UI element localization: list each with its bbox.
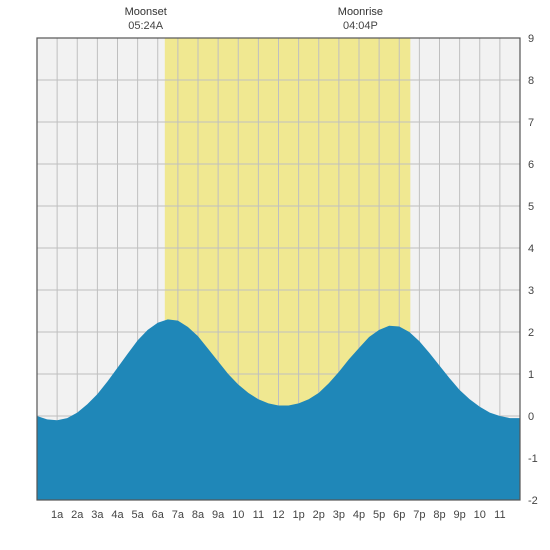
annotation-title: Moonrise: [338, 6, 383, 18]
y-tick-label: 6: [528, 159, 534, 171]
x-tick-label: 11: [253, 509, 264, 521]
y-tick-label: -1: [528, 453, 538, 465]
x-tick-label: 8p: [433, 509, 445, 521]
y-tick-label: 7: [528, 117, 534, 129]
x-tick-label: 5p: [373, 509, 385, 521]
x-tick-label: 10: [474, 509, 486, 521]
x-tick-label: 8a: [192, 509, 205, 521]
x-tick-label: 5a: [132, 509, 145, 521]
x-tick-label: 9a: [212, 509, 225, 521]
x-tick-label: 6p: [393, 509, 405, 521]
x-tick-label: 6a: [152, 509, 165, 521]
tide-chart: -2-101234567891a2a3a4a5a6a7a8a9a1011121p…: [0, 0, 550, 550]
y-tick-label: 0: [528, 411, 534, 423]
annotation-time: 05:24A: [128, 20, 164, 32]
y-tick-label: 1: [528, 369, 534, 381]
y-tick-label: 4: [528, 243, 534, 255]
x-tick-label: 1a: [51, 509, 64, 521]
y-tick-label: 5: [528, 201, 534, 213]
x-tick-label: 2a: [71, 509, 84, 521]
annotation-time: 04:04P: [343, 20, 378, 32]
x-tick-label: 12: [272, 509, 284, 521]
annotation-title: Moonset: [125, 6, 167, 18]
x-tick-label: 10: [232, 509, 244, 521]
y-tick-label: -2: [528, 495, 538, 507]
y-tick-label: 9: [528, 33, 534, 45]
x-tick-label: 3p: [333, 509, 345, 521]
x-tick-label: 9p: [454, 509, 466, 521]
x-tick-label: 7a: [172, 509, 185, 521]
x-tick-label: 1p: [293, 509, 305, 521]
x-tick-label: 3a: [91, 509, 104, 521]
x-tick-label: 4a: [111, 509, 124, 521]
x-tick-label: 4p: [353, 509, 365, 521]
y-tick-label: 8: [528, 75, 534, 87]
y-tick-label: 2: [528, 327, 534, 339]
y-tick-label: 3: [528, 285, 534, 297]
x-tick-label: 11: [494, 509, 505, 521]
x-tick-label: 2p: [313, 509, 325, 521]
x-tick-label: 7p: [413, 509, 425, 521]
